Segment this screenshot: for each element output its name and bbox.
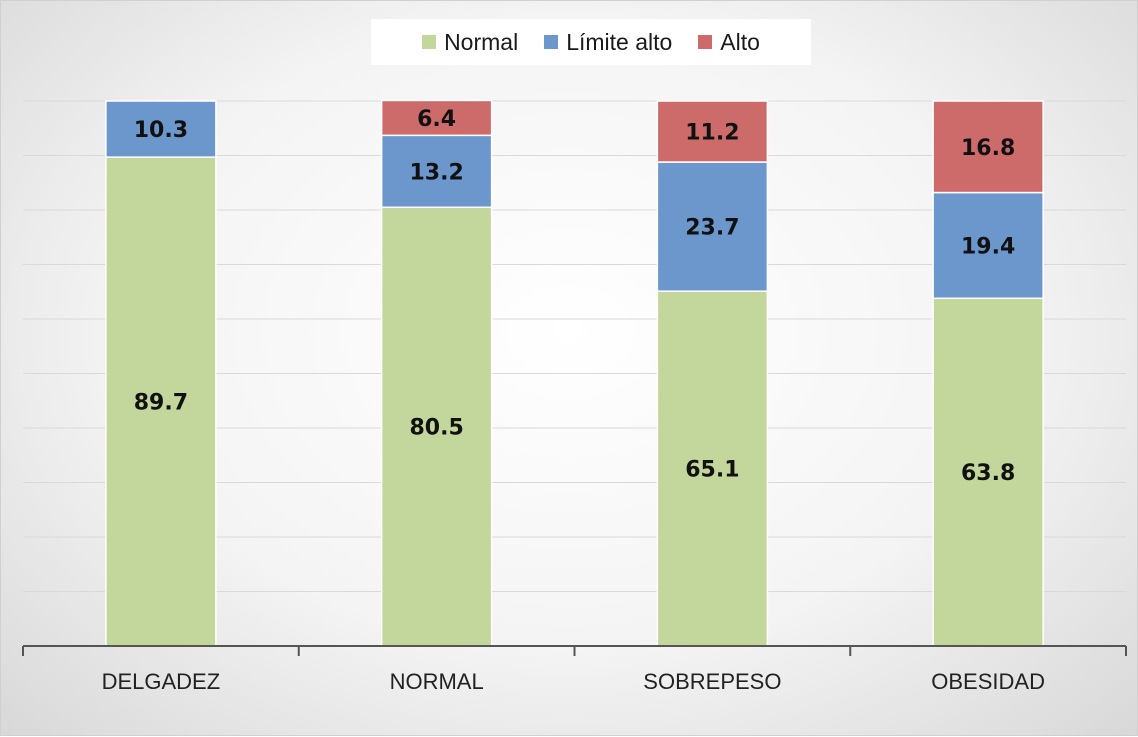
bar-obesidad-normal [932, 297, 1044, 647]
data-label-normal-limite-alto: 13.2 [409, 160, 463, 185]
data-label-delgadez-limite-alto: 10.3 [134, 118, 188, 143]
bar-normal-normal [380, 206, 493, 647]
data-label-delgadez-normal: 89.7 [134, 391, 188, 416]
data-label-obesidad-alto: 16.8 [961, 136, 1015, 161]
legend-label-limite-alto: Límite alto [566, 28, 673, 55]
bar-obesidad-limite-alto [932, 191, 1044, 300]
bar-normal-limite-alto [380, 134, 493, 209]
legend-item-alto: Alto [698, 29, 760, 56]
bar-delgadez-normal [105, 156, 217, 647]
legend-label-normal: Normal [444, 28, 519, 55]
data-labels: 89.7 10.3 80.5 13.2 6.4 65.1 23.7 11.2 63.8 19.4 1… [134, 107, 1016, 486]
x-tick-label-delgadez: DELGADEZ [102, 669, 221, 694]
bars [105, 99, 1044, 647]
x-tick-label-normal: NORMAL [390, 669, 484, 694]
data-label-sobrepeso-limite-alto: 23.7 [685, 216, 739, 241]
data-label-obesidad-limite-alto: 19.4 [961, 234, 1015, 259]
legend: Normal Límite alto Alto [371, 19, 811, 65]
legend-item-limite-alto: Límite alto [544, 29, 672, 56]
data-label-obesidad-normal: 63.8 [961, 461, 1015, 486]
data-label-normal-normal: 80.5 [409, 416, 463, 441]
legend-swatch-alto [698, 35, 713, 49]
bar-delgadez-limite-alto [105, 100, 217, 158]
legend-swatch-limite-alto [544, 35, 559, 49]
bar-sobrepeso-limite-alto [656, 161, 769, 292]
legend-label-alto: Alto [720, 28, 760, 55]
x-tick-label-obesidad: OBESIDAD [931, 669, 1045, 694]
bar-sobrepeso-alto [656, 100, 769, 163]
data-label-sobrepeso-normal: 65.1 [685, 458, 739, 483]
data-label-sobrepeso-alto: 11.2 [685, 121, 739, 146]
bar-sobrepeso-normal [656, 290, 769, 647]
bar-normal-alto [380, 99, 493, 137]
legend-item-normal: Normal [422, 29, 518, 56]
bar-obesidad-alto [932, 100, 1044, 194]
x-tick-label-sobrepeso: SOBREPESO [643, 669, 781, 694]
x-axis: DELGADEZ NORMAL SOBREPESO OBESIDAD [22, 645, 1127, 694]
data-label-normal-alto: 6.4 [417, 107, 456, 132]
legend-swatch-normal [422, 35, 437, 49]
